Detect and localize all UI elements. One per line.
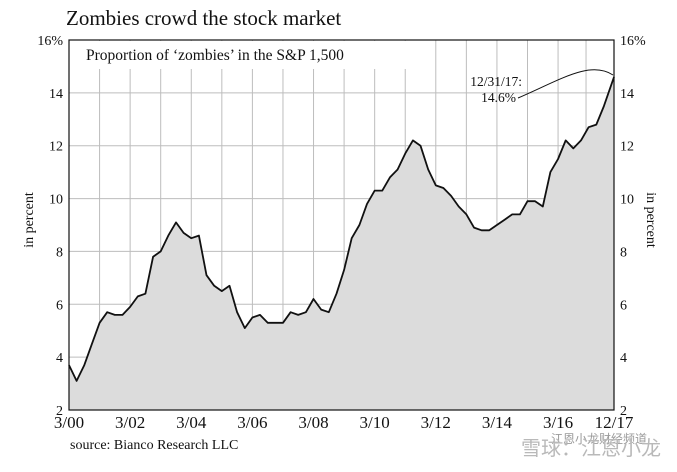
annotation-value: 14.6% [481, 90, 516, 105]
y-tick-label-right: 12 [620, 140, 634, 155]
y-tick-label-left: 4 [56, 351, 63, 366]
y-tick-label-right: 4 [620, 351, 627, 366]
annotation-date: 12/31/17: [470, 74, 522, 89]
y-tick-label-left: 16% [37, 34, 63, 49]
annotation-leader-line [517, 69, 614, 99]
y-tick-label-left: 10 [49, 193, 63, 208]
x-tick-label: 3/14 [482, 413, 513, 432]
x-tick-label: 3/04 [176, 413, 207, 432]
y-tick-label-right: 8 [620, 245, 627, 260]
x-tick-label: 3/06 [237, 413, 267, 432]
x-tick-label: 3/10 [360, 413, 390, 432]
area-fill [69, 77, 614, 410]
series-line [68, 76, 615, 382]
chart-title: Zombies crowd the stock market [66, 6, 342, 30]
y-tick-label-right: 2 [620, 404, 627, 419]
y-tick-label-left: 2 [56, 404, 63, 419]
watermark-subtitle: 江恩小龙财经频道 [550, 432, 647, 446]
y-tick-label-right: 10 [620, 193, 634, 208]
y-tick-label-left: 8 [56, 245, 63, 260]
x-tick-label: 12/17 [595, 413, 634, 432]
y-tick-label-right: 6 [620, 298, 627, 313]
x-tick-label: 3/08 [298, 413, 328, 432]
y-axis-label-right: in percent [643, 192, 658, 248]
source-note: source: Bianco Research LLC [70, 438, 239, 453]
watermark: 雪球：江恩小龙 [521, 436, 661, 460]
y-tick-label-left: 12 [49, 140, 63, 155]
x-tick-label: 3/16 [543, 413, 573, 432]
y-tick-label-right: 14 [620, 87, 634, 102]
y-tick-label-left: 6 [56, 298, 63, 313]
y-tick-label-right: 16% [620, 34, 646, 49]
plot-frame [68, 39, 615, 411]
x-tick-label: 3/02 [115, 413, 145, 432]
chart-subtitle: Proportion of ‘zombies’ in the S&P 1,500 [86, 47, 344, 64]
y-axis-label-left: in percent [22, 192, 37, 248]
y-tick-label-left: 14 [49, 87, 63, 102]
subtitle-background [70, 41, 414, 69]
x-tick-label: 3/00 [54, 413, 84, 432]
x-tick-label: 3/12 [421, 413, 451, 432]
